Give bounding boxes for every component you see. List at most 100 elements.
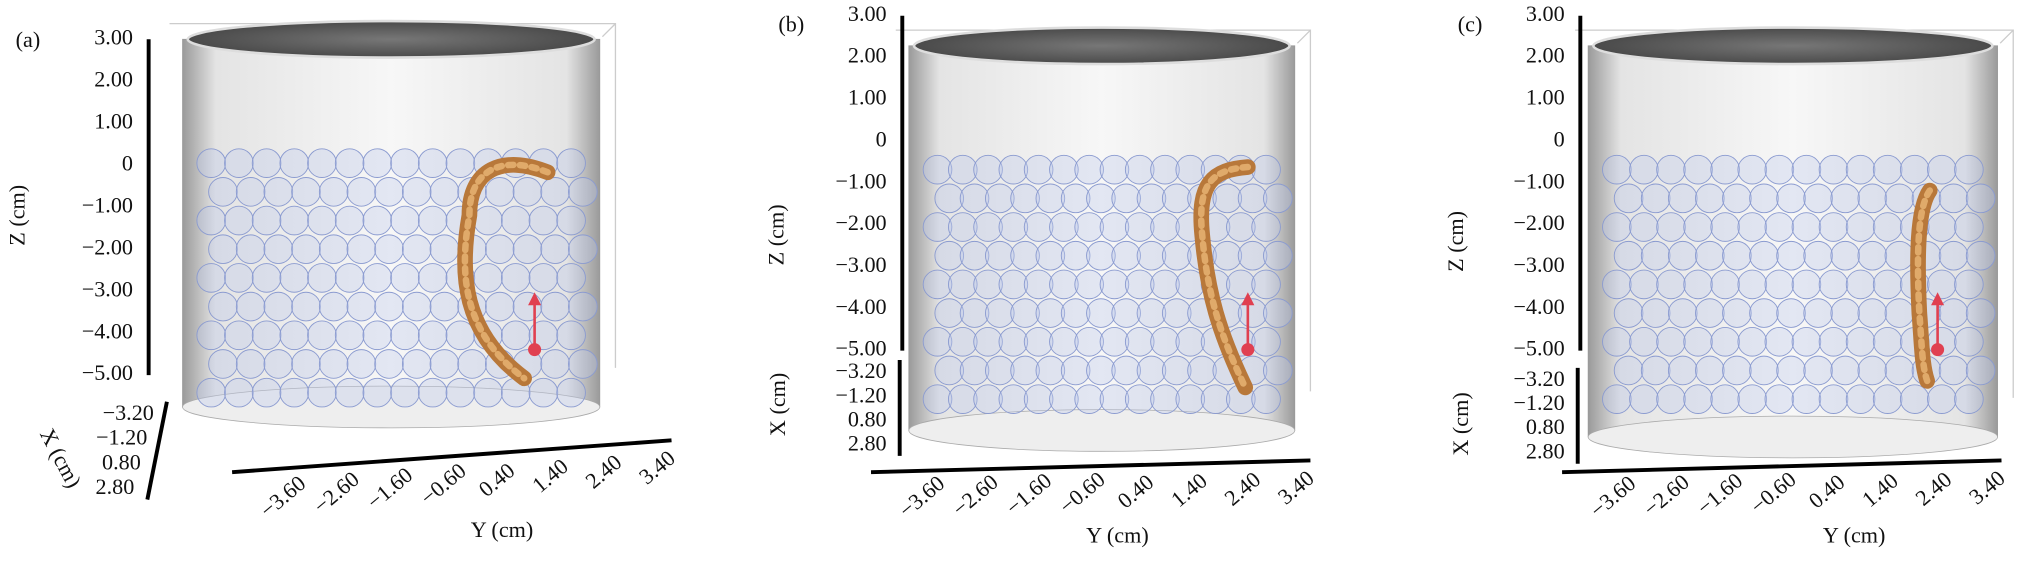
sphere <box>1161 183 1192 214</box>
sphere <box>934 298 965 328</box>
sphere <box>1791 384 1822 414</box>
x-axis-label: X (cm) <box>35 424 87 492</box>
sphere <box>1212 183 1243 214</box>
sphere <box>500 205 531 236</box>
sphere <box>374 291 404 322</box>
sphere <box>1791 212 1822 242</box>
sphere <box>346 234 377 265</box>
sphere <box>984 355 1015 386</box>
z-tick-label: 0 <box>1554 126 1565 151</box>
sphere <box>528 263 559 293</box>
arrow-head <box>528 292 542 306</box>
sphere <box>1212 240 1243 271</box>
y-tick-label: −3.60 <box>894 470 949 522</box>
sphere <box>947 212 978 242</box>
sphere <box>1111 355 1141 386</box>
sphere <box>1251 384 1281 414</box>
sphere <box>1927 154 1957 185</box>
sphere <box>346 177 377 207</box>
sphere <box>1845 269 1876 300</box>
arrow-dot <box>1241 343 1255 357</box>
sphere <box>947 384 978 414</box>
sphere <box>998 269 1029 300</box>
sphere <box>1124 154 1155 185</box>
y-tick-label: −2.60 <box>1638 469 1693 521</box>
sphere <box>1023 326 1054 357</box>
sphere <box>540 234 570 265</box>
sphere <box>1830 183 1861 214</box>
sphere <box>1640 298 1671 328</box>
sphere <box>1710 154 1740 185</box>
sphere <box>1136 298 1167 328</box>
sphere <box>1845 212 1876 242</box>
sphere <box>1602 212 1632 242</box>
sphere <box>1049 269 1079 300</box>
sphere <box>1938 183 1969 214</box>
sphere <box>208 177 238 207</box>
sphere <box>1737 326 1768 357</box>
sphere <box>279 263 310 293</box>
y-tick-label: 3.40 <box>1964 465 2010 509</box>
sphere <box>1640 240 1671 271</box>
z-tick-label: −2.00 <box>835 210 886 235</box>
sphere <box>1938 240 1969 271</box>
sphere <box>318 177 349 207</box>
sphere <box>984 240 1015 271</box>
sphere <box>1695 355 1725 386</box>
z-tick-label: −5.00 <box>82 360 133 385</box>
sphere <box>1845 154 1876 185</box>
y-axis-label: Y (cm) <box>1823 522 1886 547</box>
sphere <box>318 349 349 379</box>
sphere <box>224 205 254 236</box>
z-tick-label: 2.00 <box>94 66 133 91</box>
sphere <box>224 263 254 293</box>
z-tick-label: 1.00 <box>1526 85 1565 110</box>
sphere <box>1237 183 1268 214</box>
sphere <box>235 291 266 322</box>
sphere <box>1884 240 1915 271</box>
sphere <box>1965 183 1996 214</box>
sphere <box>1954 326 1984 357</box>
sphere <box>1175 154 1206 185</box>
sphere <box>334 148 365 178</box>
sphere <box>1099 154 1130 185</box>
sphere <box>1251 154 1281 185</box>
sphere <box>1226 212 1256 242</box>
sphere <box>1629 384 1659 414</box>
sphere <box>1074 326 1104 357</box>
sphere <box>1099 212 1130 242</box>
sphere <box>1954 212 1984 242</box>
panel: (a) 3.00 2.00 1.00 0 −1.00 −2.00 −3.00 −4.00 −5.0… <box>5 19 680 542</box>
cylinder-top <box>186 19 596 59</box>
sphere <box>374 349 404 379</box>
sphere <box>1187 355 1217 386</box>
sphere <box>512 177 543 207</box>
sphere <box>1602 384 1632 414</box>
sphere <box>1764 154 1795 185</box>
sphere <box>1613 298 1644 328</box>
sphere <box>417 320 448 351</box>
sphere <box>1136 240 1167 271</box>
y-tick-label: 0.40 <box>1804 469 1850 513</box>
sphere <box>1965 298 1996 328</box>
sphere <box>1954 154 1984 185</box>
arrow-dot <box>1931 343 1945 357</box>
sphere <box>1060 355 1091 386</box>
sphere <box>556 320 586 351</box>
sphere <box>401 349 432 379</box>
sphere <box>279 320 310 351</box>
sphere <box>1722 355 1752 386</box>
sphere <box>1764 212 1795 242</box>
x-axis-line <box>145 401 169 500</box>
sphere <box>1656 384 1686 414</box>
sphere <box>1629 269 1659 300</box>
sphere <box>417 205 448 236</box>
sphere <box>1613 355 1644 386</box>
sphere <box>1023 384 1054 414</box>
z-tick-label: 1.00 <box>94 108 133 133</box>
y-tick-label: 0.40 <box>474 458 520 502</box>
sphere <box>1722 298 1752 328</box>
z-tick-label: −3.00 <box>1513 252 1564 277</box>
sphere <box>934 183 965 214</box>
sphere <box>1035 240 1066 271</box>
